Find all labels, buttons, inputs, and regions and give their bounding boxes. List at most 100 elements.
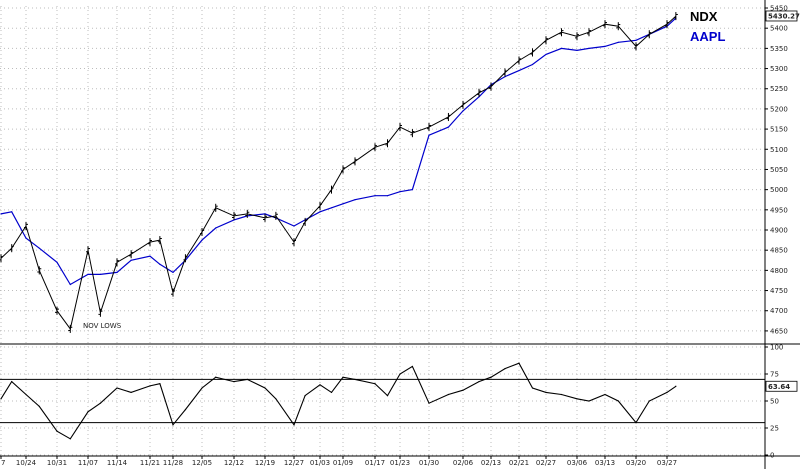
aapl-point [604, 45, 606, 47]
oscillator-last-value-badge: 63.64 [765, 380, 798, 392]
ndx-bar [530, 48, 535, 57]
price-tick-label: 4900 [770, 227, 788, 235]
oscillator-point [69, 438, 71, 440]
oscillator-point [428, 402, 430, 404]
aapl-point [447, 126, 450, 128]
osc-tick-label: 75 [770, 371, 779, 379]
osc-tick-label: 100 [770, 344, 783, 352]
aapl-point [201, 239, 203, 241]
oscillator-point [201, 387, 203, 389]
ndx-bar [9, 244, 14, 253]
aapl-point [428, 134, 430, 136]
ndx-bar [183, 254, 188, 263]
oscillator-point [149, 385, 151, 387]
aapl-point [545, 53, 547, 56]
ndx-bar [489, 82, 493, 91]
oscillator-point [304, 395, 306, 397]
ndx-bar [544, 36, 548, 45]
oscillator-point [184, 409, 187, 411]
ndx-bar [86, 246, 90, 255]
aapl-point [319, 211, 321, 213]
ndx-bar [341, 165, 345, 174]
ndx-bar [129, 250, 134, 259]
ndx-bar [303, 217, 308, 226]
price-tick-label: 4750 [770, 287, 788, 295]
x-tick-label: 11/14 [107, 459, 128, 467]
oscillator-point [56, 430, 58, 432]
ndx-bar [68, 324, 73, 333]
oscillator-point [233, 380, 235, 383]
price-tick-label: 5150 [770, 126, 788, 134]
ndx-bar [200, 227, 204, 237]
aapl-point [215, 227, 217, 229]
price-tick-label: 5200 [770, 105, 788, 113]
aapl-point [374, 195, 376, 197]
ndx-bar [0, 254, 3, 263]
oscillator-point [172, 424, 174, 426]
oscillator-point [545, 391, 547, 393]
ndx-bar [427, 123, 431, 132]
osc-tick-label: 25 [770, 425, 779, 433]
ndx-bar [461, 100, 465, 109]
ndx-bar [148, 238, 152, 247]
aapl-point [330, 207, 333, 209]
legend: NDX AAPL [690, 9, 725, 44]
price-tick-label: 4800 [770, 267, 788, 275]
aapl-point [576, 49, 578, 51]
oscillator-point [99, 402, 102, 404]
ndx-bar [232, 211, 236, 220]
ndx-bar [329, 185, 334, 194]
x-tick-label: 01/09 [333, 459, 353, 467]
x-tick-label: 01/30 [419, 459, 439, 467]
oscillator-series [0, 362, 677, 440]
aapl-point [87, 273, 89, 276]
ndx-bar [634, 42, 638, 51]
last-value-badges: 5430.27 63.64 [765, 10, 800, 392]
aapl-point [25, 237, 27, 239]
price-tick-label: 5300 [770, 65, 788, 73]
x-tick-label: 12/05 [192, 459, 212, 467]
ndx-bar [385, 139, 390, 148]
ndx-bar [517, 56, 521, 65]
x-tick-label: 02/06 [453, 459, 474, 467]
aapl-point [462, 110, 464, 112]
ndx-bar [55, 306, 59, 315]
ndx-bar [559, 28, 564, 37]
x-tick-label: 03/13 [595, 459, 615, 467]
oscillator-point [374, 383, 376, 385]
oscillator-point [518, 362, 520, 364]
oscillator-point [447, 393, 450, 396]
svg-text:5430.27: 5430.27 [768, 12, 800, 20]
ndx-bar [98, 308, 103, 317]
aapl-point [354, 199, 356, 201]
ndx-bar [115, 258, 119, 267]
ndx-bar [575, 32, 579, 41]
svg-text:63.64: 63.64 [768, 383, 790, 391]
aapl-point [116, 271, 118, 273]
ndx-bar [37, 266, 42, 275]
x-tick-label: 01/17 [365, 459, 385, 467]
ndx-bar [157, 236, 162, 245]
x-tick-label: 10/31 [47, 459, 67, 467]
ndx-bar [587, 28, 591, 37]
x-tick-label: 12/27 [284, 459, 304, 467]
price-tick-label: 5000 [770, 186, 788, 194]
aapl-point [69, 283, 71, 286]
x-tick-label: 10/24 [16, 459, 37, 467]
annotation-nov-lows: NOV LOWS [83, 322, 122, 330]
price-tick-label: 5250 [770, 85, 788, 93]
oscillator-point [576, 398, 578, 400]
legend-aapl: AAPL [690, 29, 725, 44]
ndx-bar [373, 143, 377, 152]
aapl-point [531, 63, 534, 66]
aapl-point [386, 195, 389, 197]
price-y-axis: 4650 4700 4750 4800 4850 4900 4950 5000 5050 5100… [765, 5, 788, 335]
ndx-series [0, 12, 678, 333]
price-tick-label: 4700 [770, 307, 788, 315]
ndx-bar [318, 201, 322, 210]
x-tick-label: 02/13 [481, 459, 501, 467]
aapl-point [588, 47, 590, 49]
oscillator-point [478, 380, 480, 383]
oscillator-point [11, 380, 13, 383]
ndx-line [0, 15, 677, 331]
